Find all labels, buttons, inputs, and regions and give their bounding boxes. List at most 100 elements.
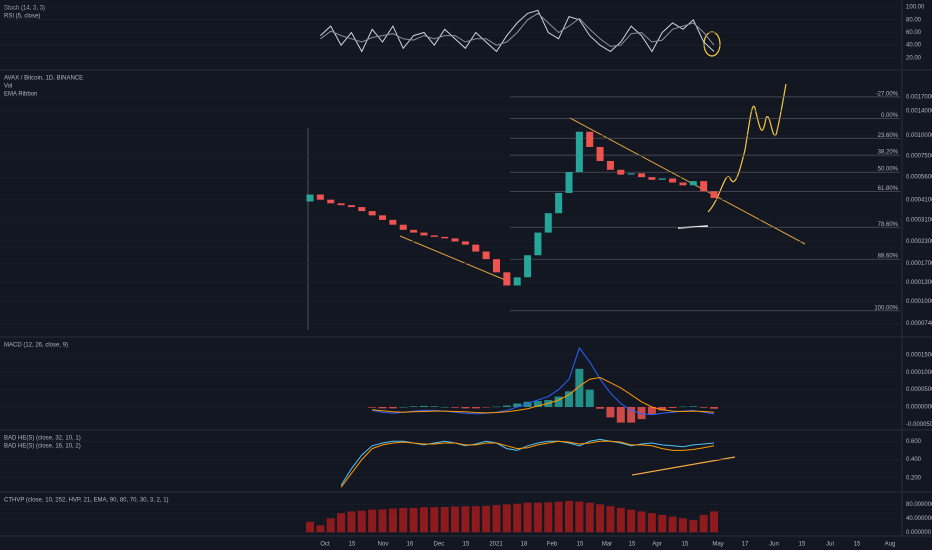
- y-tick-label: 0.00100000: [906, 133, 932, 139]
- candle: [347, 205, 355, 208]
- y-tick-label: 60.00: [906, 30, 922, 36]
- candle: [461, 241, 469, 245]
- y-tick-label: 80.00: [906, 17, 922, 23]
- y-tick-label: 40.000000: [906, 516, 932, 522]
- y-tick-label: 0.000000: [906, 530, 932, 536]
- histogram-bar: [647, 406, 656, 415]
- histogram-bar: [596, 406, 605, 409]
- histogram-bar: [523, 502, 532, 533]
- candle: [627, 173, 635, 175]
- x-tick-label: Mar: [602, 542, 612, 548]
- pane-separators: [0, 0, 932, 537]
- histogram-bar: [316, 525, 325, 533]
- histogram-bar: [596, 504, 605, 533]
- fib-label: 78.60%: [878, 222, 899, 228]
- candle: [389, 219, 397, 225]
- x-tick-label: 15: [682, 542, 689, 548]
- candle: [316, 194, 324, 200]
- candle: [430, 235, 438, 237]
- histogram-bar: [668, 516, 677, 533]
- y-tick-label: 0.00031000: [906, 217, 932, 223]
- histogram-bar: [430, 507, 439, 533]
- fib-label: 38.20%: [878, 150, 899, 156]
- histogram-bar: [388, 406, 397, 409]
- pane-label: Vol: [4, 84, 12, 90]
- histogram-bar: [565, 391, 573, 407]
- histogram-bar: [523, 401, 532, 407]
- x-tick-label: 16: [407, 542, 414, 548]
- histogram-bar: [451, 506, 460, 533]
- x-tick-label: Aug: [885, 542, 896, 548]
- histogram-bar: [399, 406, 408, 408]
- x-tick-label: Jun: [769, 542, 779, 548]
- y-tick-label: 0.00017000: [906, 261, 932, 267]
- histogram-bar: [409, 406, 418, 407]
- histogram-bar: [419, 405, 428, 407]
- y-tick-label: 0.200: [906, 476, 922, 482]
- y-tick-label: 0.00041000: [906, 197, 932, 203]
- histogram-bar: [471, 406, 480, 409]
- candle: [441, 236, 449, 239]
- histogram-bar: [689, 406, 698, 407]
- candle: [503, 272, 511, 286]
- x-tick-label: 15: [463, 542, 470, 548]
- histogram-bar: [585, 389, 594, 407]
- candle: [358, 207, 366, 212]
- histogram-bar: [368, 509, 377, 533]
- histogram-bar: [399, 507, 408, 533]
- histogram-bar: [533, 502, 542, 533]
- candle: [565, 172, 573, 193]
- candle: [524, 255, 532, 278]
- candle: [472, 244, 480, 252]
- candle: [658, 178, 666, 180]
- x-tick-label: 17: [742, 542, 749, 548]
- x-tick-label: Nov: [378, 542, 389, 548]
- candle: [648, 177, 656, 180]
- fib-label: 0.00%: [881, 113, 899, 119]
- y-tick-label: 0.00023000: [906, 239, 932, 245]
- y-tick-label: 0.600: [906, 439, 922, 445]
- x-tick-label: 18: [521, 542, 528, 548]
- candle: [420, 232, 428, 236]
- candle: [669, 178, 677, 183]
- histogram-bar: [565, 500, 573, 533]
- histogram-bar: [554, 396, 563, 407]
- fib-label: 88.60%: [878, 254, 899, 260]
- histogram-bar: [627, 406, 636, 423]
- histogram-bar: [378, 509, 387, 533]
- series-line: [320, 9, 715, 53]
- histogram-bar: [658, 406, 667, 411]
- candle: [399, 224, 407, 230]
- histogram-bar: [337, 513, 346, 533]
- x-tick-label: 15: [577, 542, 584, 548]
- x-tick-label: May: [712, 542, 723, 548]
- fib-label: 50.00%: [878, 167, 899, 173]
- histogram-bar: [699, 514, 708, 533]
- series-line: [340, 440, 715, 488]
- y-tick-label: 0.00015000: [906, 353, 932, 359]
- histogram-bar: [419, 507, 428, 533]
- candle: [482, 251, 490, 260]
- candle: [617, 169, 625, 175]
- candle: [606, 161, 614, 170]
- candle: [379, 215, 387, 220]
- candle: [555, 192, 563, 214]
- candle: [492, 259, 500, 273]
- x-tick-label: 15: [799, 542, 806, 548]
- histogram-bar: [513, 403, 522, 407]
- histogram-bar: [637, 406, 646, 420]
- histogram-bar: [502, 405, 511, 407]
- series-line: [340, 438, 715, 486]
- pane-label: Stoch (14, 3, 3): [4, 6, 45, 12]
- candle: [306, 194, 314, 202]
- series-line: [372, 376, 715, 414]
- y-tick-label: 0.00013000: [906, 280, 932, 286]
- candle: [586, 131, 594, 147]
- y-tick-label: 0.00075000: [906, 154, 932, 160]
- x-tick-label: Dec: [434, 542, 445, 548]
- y-tick-label: 0.00010000: [906, 299, 932, 305]
- histogram-bar: [430, 406, 439, 407]
- histogram-bar: [689, 520, 698, 533]
